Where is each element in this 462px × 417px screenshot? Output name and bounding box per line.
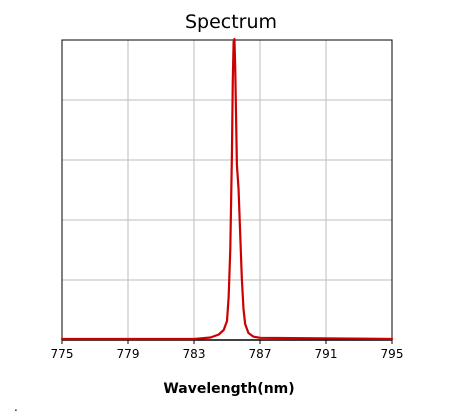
grid <box>62 40 392 340</box>
x-axis-label: Wavelength(nm) <box>163 381 294 397</box>
x-tick-label: 795 <box>381 347 404 361</box>
x-tick-label: 787 <box>249 347 272 361</box>
x-tick-label: 791 <box>315 347 338 361</box>
x-tick-label: 779 <box>117 347 140 361</box>
x-tick-label: 783 <box>183 347 206 361</box>
spectrum-series-line <box>60 37 394 341</box>
plot-frame <box>61 39 393 341</box>
stray-mark: . <box>14 400 18 414</box>
chart-title: Spectrum <box>185 11 277 33</box>
x-tick-label: 775 <box>51 347 74 361</box>
x-axis-ticks: 775 779 783 787 791 795 <box>51 340 404 361</box>
series-layer <box>60 37 394 341</box>
